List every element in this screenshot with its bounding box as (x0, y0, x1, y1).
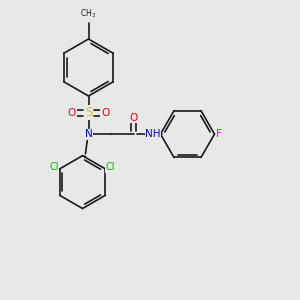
Text: N: N (85, 129, 92, 139)
Text: Cl: Cl (50, 162, 59, 172)
Text: O: O (68, 107, 76, 118)
Text: CH$_3$: CH$_3$ (80, 7, 97, 20)
Text: O: O (129, 112, 138, 123)
Text: NH: NH (145, 129, 161, 139)
Text: S: S (85, 106, 92, 119)
Text: F: F (216, 129, 222, 139)
Text: Cl: Cl (105, 162, 115, 172)
Text: O: O (101, 107, 109, 118)
